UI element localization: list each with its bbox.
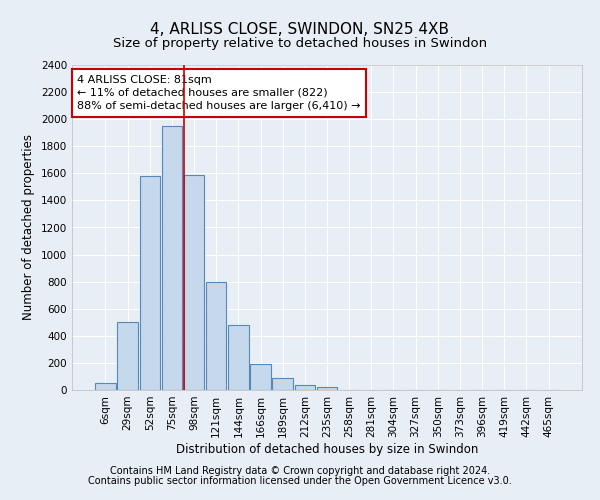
Bar (228, 325, 248, 390)
Bar (272, 378, 293, 390)
Y-axis label: Number of detached properties: Number of detached properties (22, 134, 35, 320)
Text: Contains HM Land Registry data © Crown copyright and database right 2024.: Contains HM Land Registry data © Crown c… (110, 466, 490, 476)
Bar (161, 126, 182, 390)
Text: 4 ARLISS CLOSE: 81sqm
← 11% of detached houses are smaller (822)
88% of semi-det: 4 ARLISS CLOSE: 81sqm ← 11% of detached … (77, 74, 361, 111)
Bar (140, 176, 160, 390)
Bar (250, 364, 271, 390)
Bar (317, 386, 337, 390)
Bar (118, 322, 138, 390)
Bar (295, 386, 315, 390)
Bar (184, 174, 204, 390)
Bar (95, 382, 116, 390)
Text: 4, ARLISS CLOSE, SWINDON, SN25 4XB: 4, ARLISS CLOSE, SWINDON, SN25 4XB (151, 22, 449, 38)
Text: Size of property relative to detached houses in Swindon: Size of property relative to detached ho… (113, 38, 487, 51)
Text: Contains public sector information licensed under the Open Government Licence v3: Contains public sector information licen… (88, 476, 512, 486)
Bar (206, 282, 226, 390)
X-axis label: Distribution of detached houses by size in Swindon: Distribution of detached houses by size … (176, 442, 478, 456)
